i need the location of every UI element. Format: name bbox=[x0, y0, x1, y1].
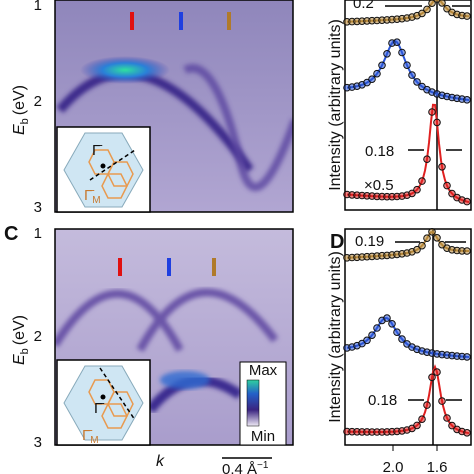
inset: Γ̄ Γ̄M bbox=[56, 126, 151, 213]
edc-point bbox=[463, 197, 471, 206]
edc-point bbox=[413, 78, 421, 86]
annotation: 0.18 bbox=[365, 143, 394, 160]
edc-point bbox=[463, 96, 471, 104]
y-tick-label: 3 bbox=[34, 199, 42, 216]
edc-point bbox=[368, 331, 376, 340]
edc-point bbox=[448, 189, 456, 198]
edc-point bbox=[418, 9, 426, 18]
edc-point bbox=[433, 368, 441, 376]
annotation: 0.2 bbox=[353, 0, 374, 12]
edc-point bbox=[423, 234, 431, 242]
edc-point bbox=[383, 314, 391, 322]
edc-point bbox=[418, 415, 426, 424]
edc-panel bbox=[343, 228, 472, 451]
edc-point bbox=[398, 48, 406, 57]
panel-letter: D bbox=[330, 231, 344, 253]
edc-point bbox=[428, 0, 436, 7]
x-tick-label: 2.0 bbox=[383, 459, 404, 474]
inset-label: Γ̄M bbox=[82, 427, 99, 446]
annotation: 0.19 bbox=[355, 233, 384, 250]
edc-point bbox=[413, 421, 421, 430]
edc-point bbox=[423, 401, 431, 409]
x-tick-label: 1.6 bbox=[427, 459, 448, 474]
edc-point bbox=[373, 69, 381, 78]
edc-point bbox=[393, 328, 401, 337]
y-axis-label: Intensity (arbitrary units) bbox=[327, 251, 344, 423]
edc-point bbox=[448, 421, 456, 430]
frame bbox=[54, 0, 294, 213]
edc-point bbox=[418, 241, 426, 250]
edc-point bbox=[373, 324, 381, 332]
annotation: ×0.5 bbox=[364, 177, 394, 194]
edc-point bbox=[433, 118, 441, 127]
y-tick-label: 2 bbox=[34, 328, 42, 345]
inset-label: Γ̄ bbox=[94, 400, 104, 417]
edc-point bbox=[438, 163, 446, 171]
edc-point bbox=[443, 414, 451, 422]
edc-point bbox=[388, 320, 396, 328]
edc-point bbox=[463, 353, 471, 361]
panel-letter: C bbox=[4, 223, 18, 245]
edc-point bbox=[368, 75, 376, 83]
colorbar: Max Min bbox=[239, 361, 287, 446]
edc-point bbox=[383, 50, 391, 58]
edc-point bbox=[463, 247, 471, 255]
inset: Γ̄ Γ̄M bbox=[56, 359, 151, 446]
y-axis-label: Eb(eV) bbox=[11, 315, 31, 365]
inset-label: Γ̄M bbox=[84, 187, 101, 206]
inset-label: Γ̄ bbox=[92, 142, 102, 159]
edc-point bbox=[438, 0, 446, 7]
edc-point bbox=[428, 108, 436, 116]
y-axis-label: Eb(eV) bbox=[11, 85, 31, 135]
edc-point bbox=[438, 397, 446, 405]
edc-point bbox=[463, 12, 471, 20]
scale-bar-label: 0.4 Å−1 bbox=[222, 460, 269, 474]
edc-point bbox=[378, 61, 386, 70]
edc-point bbox=[428, 228, 436, 236]
edc-point bbox=[408, 71, 416, 79]
y-axis-label: Intensity (arbitrary units) bbox=[327, 19, 344, 191]
edc-point bbox=[433, 234, 441, 242]
annotation: 0.18 bbox=[368, 392, 397, 409]
edc-point bbox=[428, 373, 436, 382]
edc-panel bbox=[343, 0, 472, 211]
edc-point bbox=[423, 5, 431, 14]
edc-point bbox=[413, 185, 421, 194]
edc-point bbox=[363, 336, 371, 345]
x-axis-label: k bbox=[156, 453, 165, 470]
edc-point bbox=[438, 240, 446, 249]
y-tick-label: 1 bbox=[34, 0, 42, 14]
edc-point bbox=[398, 335, 406, 343]
colorbar-min: Min bbox=[251, 428, 275, 445]
edc-point bbox=[418, 177, 426, 185]
edc-point bbox=[413, 245, 421, 254]
edc-point bbox=[423, 155, 431, 163]
fit-curve bbox=[346, 39, 470, 102]
colorbar-max: Max bbox=[249, 362, 278, 379]
edc-point bbox=[443, 181, 451, 190]
edc-point bbox=[403, 61, 411, 69]
edc-point bbox=[443, 4, 451, 13]
edc-point bbox=[393, 38, 401, 47]
y-tick-label: 1 bbox=[34, 225, 42, 242]
edc-point bbox=[463, 429, 471, 437]
frame bbox=[54, 228, 294, 446]
y-tick-label: 3 bbox=[34, 434, 42, 451]
y-tick-label: 2 bbox=[34, 93, 42, 110]
edc-point bbox=[408, 189, 416, 198]
